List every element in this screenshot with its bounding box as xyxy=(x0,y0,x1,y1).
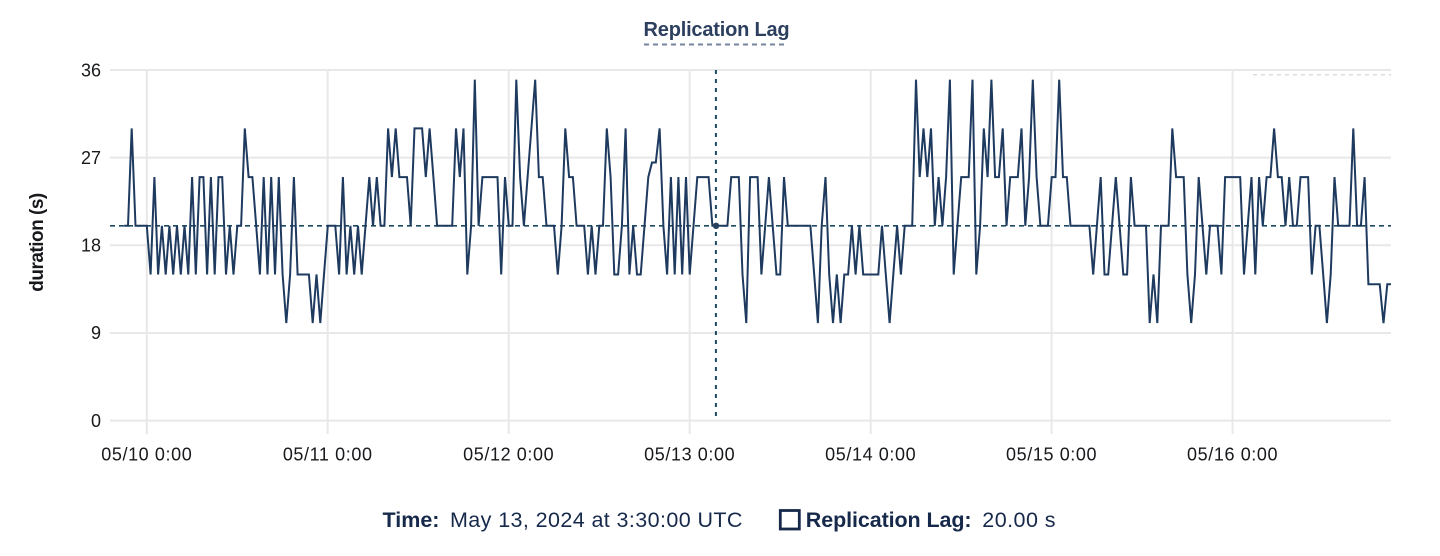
svg-text:18: 18 xyxy=(81,236,101,256)
svg-text:05/13 0:00: 05/13 0:00 xyxy=(644,445,735,465)
svg-text:05/16 0:00: 05/16 0:00 xyxy=(1187,445,1278,465)
svg-text:May 13, 2024 at 3:30:00 UTC: May 13, 2024 at 3:30:00 UTC xyxy=(450,508,743,532)
svg-text:27: 27 xyxy=(81,148,101,168)
svg-text:9: 9 xyxy=(91,323,101,343)
svg-text:Replication Lag:: Replication Lag: xyxy=(806,508,972,532)
svg-text:05/12 0:00: 05/12 0:00 xyxy=(463,445,554,465)
svg-text:20.00 s: 20.00 s xyxy=(982,508,1056,532)
svg-text:05/15 0:00: 05/15 0:00 xyxy=(1006,445,1097,465)
svg-text:36: 36 xyxy=(81,60,101,80)
svg-text:05/14 0:00: 05/14 0:00 xyxy=(825,445,916,465)
svg-text:duration (s): duration (s) xyxy=(27,193,48,292)
svg-text:Replication Lag: Replication Lag xyxy=(644,19,790,41)
svg-text:0: 0 xyxy=(91,411,101,431)
svg-text:05/10 0:00: 05/10 0:00 xyxy=(101,445,192,465)
svg-text:05/11 0:00: 05/11 0:00 xyxy=(283,445,373,465)
svg-text:Time:: Time: xyxy=(383,508,440,532)
